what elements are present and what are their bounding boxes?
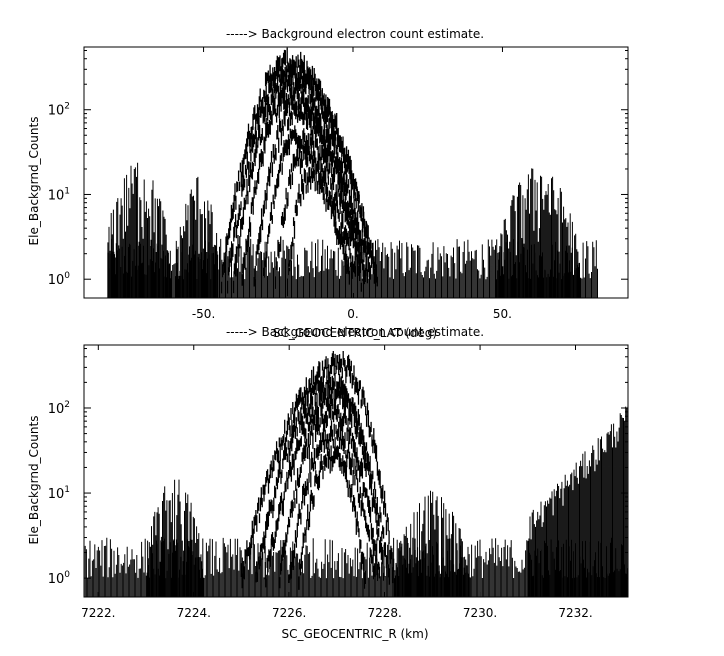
series-cluster-8 [393, 490, 471, 597]
series-arc-8 [286, 166, 351, 297]
series-arc-3 [264, 377, 385, 588]
plot-frame [83, 344, 629, 598]
data-marks [83, 351, 629, 597]
series-arc-6 [262, 125, 363, 292]
series-cluster-11 [496, 168, 581, 298]
series-cluster-9 [107, 162, 172, 298]
data-marks [107, 47, 598, 298]
x-tick-label: 7224. [177, 606, 211, 620]
chart-panel-radius: -----> Background electron count estimat… [27, 325, 629, 641]
y-tick-exponent: 1 [64, 186, 70, 196]
x-tick-label: 7230. [463, 606, 497, 620]
x-tick-label: 7232. [558, 606, 592, 620]
series-arc-6 [298, 445, 366, 590]
y-axis-label: Ele_Backgrnd_Counts [27, 117, 41, 246]
x-tick-label: -50. [192, 307, 215, 321]
x-tick-label: 0. [347, 307, 358, 321]
series-arc-4 [278, 397, 381, 589]
x-tick-label: 50. [493, 307, 512, 321]
x-axis-label: SC_GEOCENTRIC_R (km) [282, 627, 429, 641]
y-tick-exponent: 1 [64, 485, 70, 495]
plot-frame [83, 46, 629, 299]
chart-title: -----> Background electron count estimat… [226, 27, 484, 41]
y-tick-exponent: 2 [64, 400, 70, 410]
y-tick-exponent: 2 [64, 102, 70, 112]
series-cluster-10 [175, 176, 219, 298]
x-tick-label: 7228. [367, 606, 401, 620]
series-cluster-7 [146, 479, 204, 597]
series-rising-9 [527, 406, 629, 597]
y-tick-exponent: 0 [64, 570, 70, 580]
y-axis-label: Ele_Backgrnd_Counts [27, 416, 41, 545]
series-arc-5 [288, 420, 376, 583]
chart-title: -----> Background electron count estimat… [226, 325, 484, 339]
y-tick-exponent: 0 [64, 271, 70, 281]
x-tick-label: 7226. [272, 606, 306, 620]
series-arc-1 [240, 351, 395, 589]
x-axis-label: SC_GEOCENTRIC_LAT (deg) [273, 326, 437, 340]
x-tick-label: 7222. [81, 606, 115, 620]
series-arc-2 [226, 59, 378, 294]
